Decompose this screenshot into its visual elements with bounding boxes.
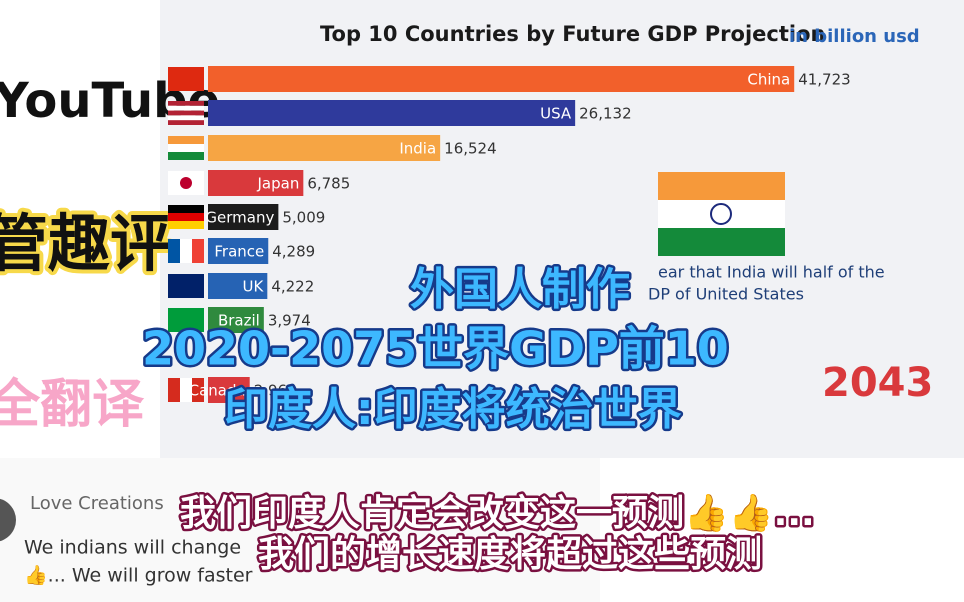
flag-stripe xyxy=(168,120,204,125)
bar-label: USA xyxy=(540,105,572,123)
comment-line: We indians will change xyxy=(24,537,241,559)
side-panel xyxy=(0,0,160,460)
flag-stripe xyxy=(168,144,204,152)
annotation: DP of United States xyxy=(648,285,804,304)
bar xyxy=(208,100,576,126)
overlay-caption: 2020-2075世界GDP前10 xyxy=(142,322,729,376)
overlay-caption: 印度人:印度将统治世界 xyxy=(224,384,682,435)
annotation: ear that India will half of the xyxy=(658,263,885,282)
flag-stripe xyxy=(180,239,192,263)
flag-stripe xyxy=(168,308,204,332)
bar xyxy=(208,135,441,161)
bar-label: Brazil xyxy=(218,312,260,330)
value-label: 4,222 xyxy=(271,278,314,296)
comment-panel xyxy=(0,458,600,602)
blank xyxy=(600,458,964,602)
year: 2043 xyxy=(822,360,933,406)
flag-stripe xyxy=(168,213,204,221)
bar xyxy=(208,170,304,196)
channel: 管趣评 xyxy=(0,207,172,280)
subtitle-caption: 我们的增长速度将超过这些预测 xyxy=(258,534,762,575)
value-label: 3,974 xyxy=(268,312,311,330)
bar xyxy=(208,238,269,264)
bar xyxy=(208,204,279,230)
flag-stripe xyxy=(168,378,180,402)
bar-label: Germany xyxy=(205,209,274,227)
chart-title: Top 10 Countries by Future GDP Projectio… xyxy=(320,22,825,46)
bar-label: Japan xyxy=(256,175,299,193)
bar xyxy=(208,273,268,299)
chart-subtitle: in billion usd xyxy=(789,26,920,47)
value-label: 6,785 xyxy=(307,175,350,193)
flag-dot xyxy=(180,177,192,189)
flag-stripe xyxy=(168,239,180,263)
flag-stripe xyxy=(168,115,204,121)
flag-stripe xyxy=(168,152,204,160)
avatar xyxy=(0,498,16,542)
flag-stripe xyxy=(168,110,204,116)
flag-stripe xyxy=(192,378,204,402)
flag-stripe xyxy=(168,101,204,106)
subtitle-caption: 我们印度人肯定会改变这一预测👍👍... xyxy=(180,492,815,534)
flag-stripe xyxy=(168,221,204,229)
value-label: 41,723 xyxy=(798,71,851,89)
bar-label: China xyxy=(747,71,790,89)
tag: 全翻译 xyxy=(0,375,145,435)
bar xyxy=(208,377,250,403)
overlay-caption: 外国人制作 xyxy=(410,264,630,315)
value-label: 5,009 xyxy=(282,209,325,227)
value-label: 2,968 xyxy=(254,382,297,400)
value-label: 4,289 xyxy=(272,243,315,261)
flag-stripe xyxy=(168,205,204,213)
flag-stripe xyxy=(192,239,204,263)
flag-stripe xyxy=(168,274,204,298)
bar xyxy=(208,307,264,333)
india-flag xyxy=(658,172,785,256)
bar-label: France xyxy=(214,243,264,261)
value-label: 26,132 xyxy=(579,105,632,123)
flag-stripe xyxy=(168,67,204,91)
bar xyxy=(208,66,795,92)
value-label: 16,524 xyxy=(444,140,497,158)
bar-label: UK xyxy=(242,278,264,296)
comment-line: 👍... We will grow faster xyxy=(24,564,253,587)
comment-author: Love Creations xyxy=(30,493,164,514)
flag-stripe xyxy=(168,136,204,144)
flag-stripe xyxy=(180,378,192,402)
bar-label: India xyxy=(399,140,436,158)
bar-label: Canada xyxy=(189,382,246,400)
flag-stripe xyxy=(168,105,204,111)
